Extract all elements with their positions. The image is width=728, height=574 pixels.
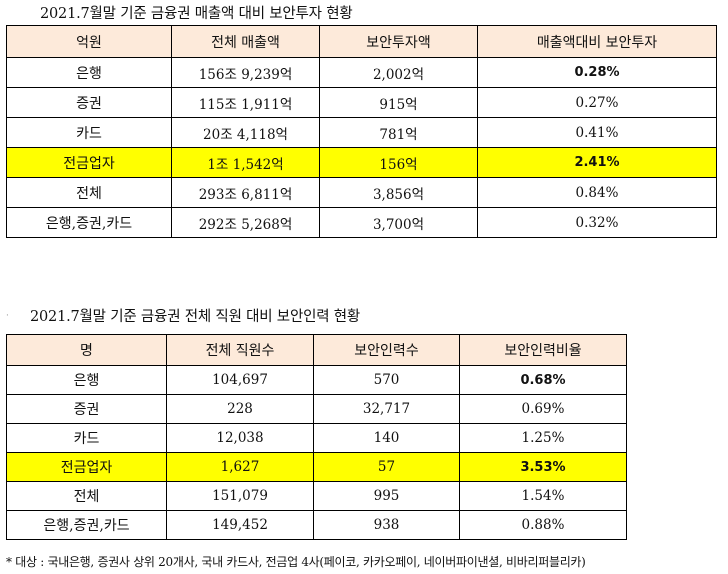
revenue-cell: 156조 9,239억 [171, 57, 320, 88]
table-row: 카드 20조 4,118억 781억 0.41% [6, 117, 717, 148]
ratio-cell: 1.54% [459, 481, 627, 511]
investment-cell: 156억 [319, 147, 478, 178]
table-row-highlighted: 전금업자 1,627 57 3.53% [6, 452, 627, 482]
revenue-security-investment-table: 억원 전체 매출액 보안투자액 매출액대비 보안투자 은행 156조 9,239… [6, 25, 717, 238]
table2-title: 2021.7월말 기준 금융권 전체 직원 대비 보안인력 현황 [30, 309, 361, 325]
ratio-cell: 2.41% [477, 147, 717, 178]
bullet-icon: · [6, 311, 9, 321]
investment-cell: 3,856억 [319, 177, 478, 208]
row-label: 전금업자 [6, 147, 172, 178]
table-row: 은행 104,697 570 0.68% [6, 365, 627, 395]
table-row: 은행,증권,카드 149,452 938 0.88% [6, 510, 627, 540]
revenue-cell: 115조 1,911억 [171, 87, 320, 118]
table-row: 은행 156조 9,239억 2,002억 0.28% [6, 57, 717, 88]
table1-header-row: 억원 전체 매출액 보안투자액 매출액대비 보안투자 [6, 25, 717, 58]
employees-cell: 12,038 [166, 423, 314, 453]
table-row: 은행,증권,카드 292조 5,268억 3,700억 0.32% [6, 207, 717, 238]
security-cell: 32,717 [313, 394, 460, 424]
table-row: 카드 12,038 140 1.25% [6, 423, 627, 453]
revenue-cell: 292조 5,268억 [171, 207, 320, 238]
footnote: * 대상 : 국내은행, 증권사 상위 20개사, 국내 카드사, 전금업 4사… [6, 555, 586, 569]
row-label: 카드 [6, 423, 167, 453]
row-label: 은행 [6, 365, 167, 395]
table2-header-row: 명 전체 직원수 보안인력수 보안인력비율 [6, 334, 627, 366]
row-label: 카드 [6, 117, 172, 148]
table1-header-unit: 억원 [6, 25, 172, 58]
table-row-highlighted: 전금업자 1조 1,542억 156억 2.41% [6, 147, 717, 178]
investment-cell: 3,700억 [319, 207, 478, 238]
revenue-cell: 20조 4,118억 [171, 117, 320, 148]
employees-cell: 151,079 [166, 481, 314, 511]
revenue-cell: 1조 1,542억 [171, 147, 320, 178]
row-label: 전금업자 [6, 452, 167, 482]
employees-cell: 149,452 [166, 510, 314, 540]
employees-cell: 104,697 [166, 365, 314, 395]
ratio-cell: 0.32% [477, 207, 717, 238]
security-cell: 938 [313, 510, 460, 540]
security-cell: 570 [313, 365, 460, 395]
ratio-cell: 0.28% [477, 57, 717, 88]
table-row: 전체 151,079 995 1.54% [6, 481, 627, 511]
table2-header-employees: 전체 직원수 [166, 334, 314, 366]
security-personnel-table: 명 전체 직원수 보안인력수 보안인력비율 은행 104,697 570 0.6… [6, 334, 627, 540]
row-label: 은행,증권,카드 [6, 207, 172, 238]
row-label: 전체 [6, 177, 172, 208]
employees-cell: 228 [166, 394, 314, 424]
row-label: 은행 [6, 57, 172, 88]
table2-header-ratio: 보안인력비율 [459, 334, 627, 366]
ratio-cell: 3.53% [459, 452, 627, 482]
row-label: 은행,증권,카드 [6, 510, 167, 540]
table1-header-ratio: 매출액대비 보안투자 [477, 25, 717, 58]
ratio-cell: 0.84% [477, 177, 717, 208]
table2-header-security: 보안인력수 [313, 334, 460, 366]
investment-cell: 781억 [319, 117, 478, 148]
investment-cell: 915억 [319, 87, 478, 118]
security-cell: 57 [313, 452, 460, 482]
ratio-cell: 1.25% [459, 423, 627, 453]
investment-cell: 2,002억 [319, 57, 478, 88]
table2-header-unit: 명 [6, 334, 167, 366]
table1-header-revenue: 전체 매출액 [171, 25, 320, 58]
ratio-cell: 0.68% [459, 365, 627, 395]
ratio-cell: 0.27% [477, 87, 717, 118]
security-cell: 995 [313, 481, 460, 511]
employees-cell: 1,627 [166, 452, 314, 482]
security-cell: 140 [313, 423, 460, 453]
table-row: 전체 293조 6,811억 3,856억 0.84% [6, 177, 717, 208]
ratio-cell: 0.41% [477, 117, 717, 148]
table-row: 증권 228 32,717 0.69% [6, 394, 627, 424]
table1-title: 2021.7월말 기준 금융권 매출액 대비 보안투자 현황 [40, 6, 353, 22]
row-label: 증권 [6, 394, 167, 424]
ratio-cell: 0.69% [459, 394, 627, 424]
table1-header-investment: 보안투자액 [319, 25, 478, 58]
row-label: 전체 [6, 481, 167, 511]
revenue-cell: 293조 6,811억 [171, 177, 320, 208]
table-row: 증권 115조 1,911억 915억 0.27% [6, 87, 717, 118]
ratio-cell: 0.88% [459, 510, 627, 540]
row-label: 증권 [6, 87, 172, 118]
